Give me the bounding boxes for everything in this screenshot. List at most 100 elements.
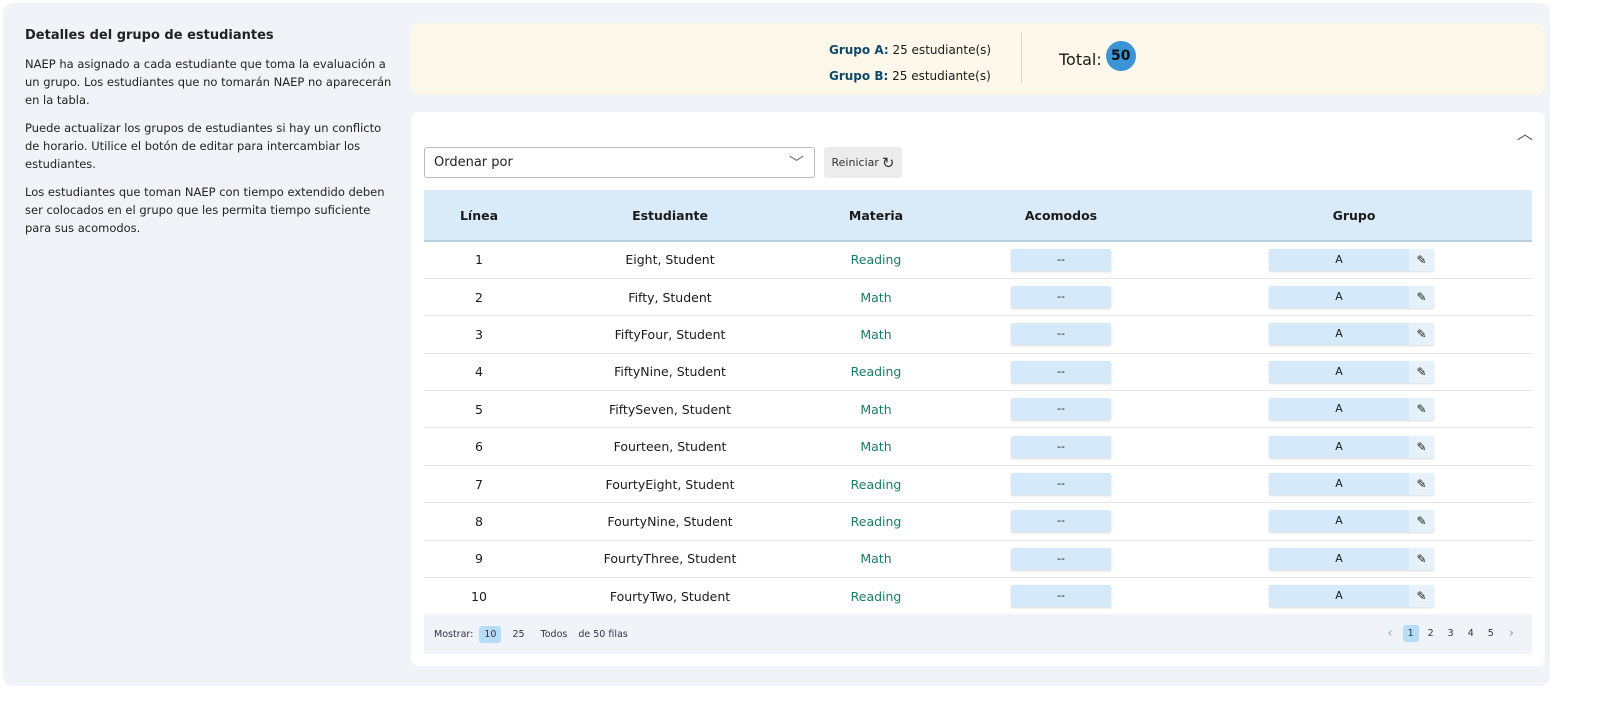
line-cell: 1: [424, 241, 534, 279]
accommodations-value: --: [1011, 398, 1111, 421]
info-paragraph: Los estudiantes que toman NAEP con tiemp…: [25, 185, 385, 235]
pencil-icon[interactable]: ✎: [1409, 248, 1434, 271]
page-size-25[interactable]: 25: [512, 629, 525, 640]
chevron-up-icon[interactable]: ︿: [1516, 124, 1533, 143]
pencil-icon[interactable]: ✎: [1409, 585, 1434, 608]
accommodations-value: --: [1011, 547, 1111, 570]
pencil-icon[interactable]: ✎: [1409, 435, 1434, 458]
page-3[interactable]: 3: [1447, 628, 1454, 639]
accommodations-value: --: [1011, 248, 1111, 271]
subject-cell: Reading: [806, 577, 946, 616]
pencil-icon[interactable]: ✎: [1409, 398, 1434, 421]
group-cell: A ✎: [1176, 390, 1532, 429]
subject-cell: Math: [806, 540, 946, 579]
refresh-icon: ↻: [881, 153, 895, 172]
table-footer: Mostrar: 10 25 Todos de 50 filas ‹ 1 2 3…: [424, 614, 1532, 654]
student-cell: FourtyThree, Student: [534, 540, 806, 579]
info-paragraph: Puede actualizar los grupos de estudiant…: [25, 121, 382, 171]
header-subject[interactable]: Materia: [806, 190, 946, 242]
accommodations-cell: --: [946, 353, 1176, 392]
header-accommodations[interactable]: Acomodos: [946, 190, 1176, 242]
pencil-icon[interactable]: ✎: [1409, 547, 1434, 570]
table-row: 10 FourtyTwo, Student Reading -- A ✎: [424, 577, 1532, 616]
page-5[interactable]: 5: [1487, 628, 1494, 639]
info-panel: Detalles del grupo de estudiantes NAEP h…: [25, 27, 395, 247]
accommodations-cell: --: [946, 465, 1176, 504]
table-row: 5 FiftySeven, Student Math -- A ✎: [424, 390, 1532, 429]
accommodations-cell: --: [946, 540, 1176, 579]
group-value: A: [1269, 510, 1409, 533]
group-value: A: [1269, 360, 1409, 383]
group-value: A: [1269, 323, 1409, 346]
header-group[interactable]: Grupo: [1176, 190, 1532, 242]
student-cell: FourtyEight, Student: [534, 465, 806, 504]
group-cell: A ✎: [1176, 241, 1532, 279]
pencil-icon[interactable]: ✎: [1409, 286, 1434, 309]
accommodations-cell: --: [946, 577, 1176, 616]
total: Total: 50: [1059, 41, 1136, 71]
table-row: 4 FiftyNine, Student Reading -- A ✎: [424, 353, 1532, 392]
page-size-all[interactable]: Todos: [540, 629, 568, 640]
line-cell: 9: [424, 540, 534, 579]
subject-cell: Reading: [806, 465, 946, 504]
chevron-left-icon[interactable]: ‹: [1387, 626, 1393, 641]
line-cell: 3: [424, 315, 534, 354]
group-cell: A ✎: [1176, 465, 1532, 504]
group-cell: A ✎: [1176, 577, 1532, 616]
subject-cell: Math: [806, 315, 946, 354]
page-1[interactable]: 1: [1402, 625, 1419, 642]
info-paragraph: NAEP ha asignado a cada estudiante que t…: [25, 57, 392, 107]
reset-button[interactable]: Reiniciar ↻: [824, 147, 902, 178]
pagination: ‹ 1 2 3 4 5 ›: [1381, 625, 1520, 642]
group-summary: Grupo A: 25 estudiante(s) Grupo B: 25 es…: [411, 23, 1545, 95]
show-label: Mostrar:: [434, 629, 474, 640]
line-cell: 2: [424, 278, 534, 317]
sort-dropdown[interactable]: Ordenar por ﹀: [424, 147, 815, 178]
student-cell: Eight, Student: [534, 241, 806, 279]
accommodations-cell: --: [946, 315, 1176, 354]
group-cell: A ✎: [1176, 278, 1532, 317]
accommodations-value: --: [1011, 473, 1111, 496]
info-title: Detalles del grupo de estudiantes: [25, 28, 274, 43]
chevron-right-icon[interactable]: ›: [1508, 626, 1514, 641]
group-value: A: [1269, 248, 1409, 271]
accommodations-cell: --: [946, 427, 1176, 466]
accommodations-cell: --: [946, 390, 1176, 429]
group-value: A: [1269, 547, 1409, 570]
line-cell: 5: [424, 390, 534, 429]
pencil-icon[interactable]: ✎: [1409, 510, 1434, 533]
accommodations-value: --: [1011, 585, 1111, 608]
subject-cell: Reading: [806, 241, 946, 279]
chevron-down-icon: ﹀: [788, 154, 804, 172]
table-row: 7 FourtyEight, Student Reading -- A ✎: [424, 465, 1532, 504]
accommodations-value: --: [1011, 435, 1111, 458]
pencil-icon[interactable]: ✎: [1409, 473, 1434, 496]
header-line[interactable]: Línea: [424, 190, 534, 242]
group-cell: A ✎: [1176, 502, 1532, 541]
group-value: A: [1269, 398, 1409, 421]
subject-cell: Math: [806, 278, 946, 317]
row-count: de 50 filas: [578, 629, 628, 640]
student-cell: Fourteen, Student: [534, 427, 806, 466]
group-value: A: [1269, 286, 1409, 309]
page-2[interactable]: 2: [1427, 628, 1434, 639]
group-cell: A ✎: [1176, 353, 1532, 392]
table-row: 3 FiftyFour, Student Math -- A ✎: [424, 315, 1532, 354]
line-cell: 10: [424, 577, 534, 616]
student-table: Línea Estudiante Materia Acomodos Grupo …: [424, 190, 1532, 616]
pencil-icon[interactable]: ✎: [1409, 360, 1434, 383]
pencil-icon[interactable]: ✎: [1409, 323, 1434, 346]
accommodations-value: --: [1011, 323, 1111, 346]
group-b-count: Grupo B: 25 estudiante(s): [829, 69, 991, 83]
page-size-10[interactable]: 10: [479, 626, 502, 643]
line-cell: 8: [424, 502, 534, 541]
table-row: 2 Fifty, Student Math -- A ✎: [424, 278, 1532, 317]
page-4[interactable]: 4: [1467, 628, 1474, 639]
subject-cell: Math: [806, 390, 946, 429]
group-cell: A ✎: [1176, 315, 1532, 354]
student-cell: Fifty, Student: [534, 278, 806, 317]
line-cell: 7: [424, 465, 534, 504]
table-row: 9 FourtyThree, Student Math -- A ✎: [424, 540, 1532, 579]
header-student[interactable]: Estudiante: [534, 190, 806, 242]
accommodations-cell: --: [946, 502, 1176, 541]
